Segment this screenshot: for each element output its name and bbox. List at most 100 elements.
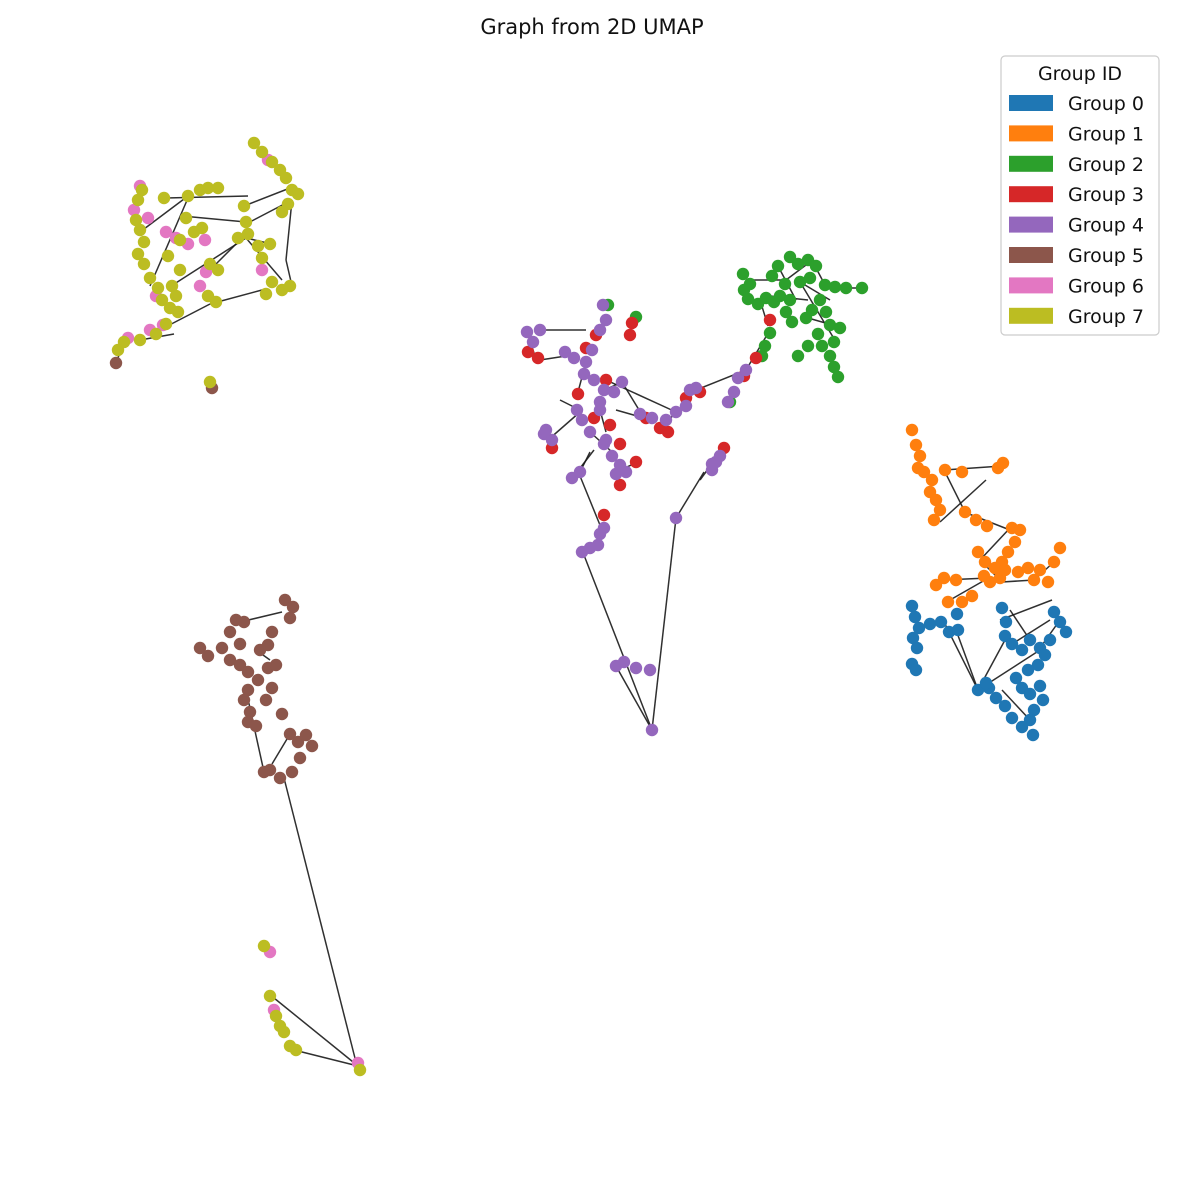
node-group-1: [927, 513, 941, 527]
node-group-7: [269, 1009, 283, 1023]
nodes-layer: [109, 136, 1073, 1077]
node-group-4: [669, 511, 683, 525]
node-group-2: [801, 339, 815, 353]
node-group-7: [289, 1043, 303, 1057]
node-group-7: [165, 279, 179, 293]
node-group-7: [277, 1025, 291, 1039]
node-group-4: [739, 363, 753, 377]
node-group-7: [255, 145, 269, 159]
node-group-0: [995, 601, 1009, 615]
node-group-4: [575, 545, 589, 559]
node-group-2: [855, 281, 869, 295]
node-group-4: [575, 413, 589, 427]
node-group-7: [279, 171, 293, 185]
node-group-2: [813, 293, 827, 307]
chart-title: Graph from 2D UMAP: [480, 15, 703, 39]
node-group-4: [617, 655, 631, 669]
node-group-0: [1005, 711, 1019, 725]
graph-edge: [243, 187, 291, 207]
legend-label-group-4: Group 4: [1068, 215, 1144, 237]
node-group-3: [599, 373, 613, 387]
graph-edge: [979, 527, 1011, 561]
node-group-5: [259, 693, 273, 707]
node-group-5: [223, 625, 237, 639]
node-group-0: [971, 683, 985, 697]
node-group-1: [949, 573, 963, 587]
node-group-5: [251, 673, 265, 687]
node-group-4: [533, 323, 547, 337]
node-group-4: [679, 399, 693, 413]
node-group-0: [999, 615, 1013, 629]
node-group-4: [619, 465, 633, 479]
graph-edge: [165, 195, 249, 199]
node-group-5: [275, 707, 289, 721]
node-group-7: [291, 187, 305, 201]
node-group-2: [783, 250, 797, 264]
node-group-1: [1033, 563, 1047, 577]
node-group-6: [198, 233, 212, 247]
node-group-2: [771, 259, 785, 273]
node-group-4: [579, 355, 593, 369]
node-group-6: [255, 263, 269, 277]
node-group-0: [1043, 633, 1057, 647]
node-group-4: [558, 345, 572, 359]
node-group-7: [259, 287, 273, 301]
node-group-4: [593, 403, 607, 417]
node-group-2: [828, 280, 842, 294]
node-group-5: [265, 625, 279, 639]
node-group-0: [1023, 633, 1037, 647]
node-group-0: [979, 676, 993, 690]
node-group-3: [571, 387, 585, 401]
node-group-5: [273, 771, 287, 785]
node-group-0: [989, 691, 1003, 705]
node-group-2: [778, 277, 792, 291]
node-group-7: [241, 227, 255, 241]
legend-swatch-group-1: [1009, 125, 1053, 142]
node-group-2: [831, 370, 845, 384]
node-group-2: [805, 303, 819, 317]
node-group-7: [161, 249, 175, 263]
graph-edge: [939, 479, 987, 523]
node-group-4: [727, 385, 741, 399]
legend-swatch-group-4: [1009, 216, 1053, 233]
node-group-3: [623, 328, 637, 342]
node-group-3: [613, 437, 627, 451]
node-group-7: [171, 305, 185, 319]
node-group-7: [149, 327, 163, 341]
node-group-5: [241, 665, 255, 679]
node-group-7: [159, 317, 173, 331]
node-group-0: [910, 641, 924, 655]
node-group-7: [195, 221, 209, 235]
node-group-2: [763, 326, 777, 340]
node-group-4: [596, 298, 610, 312]
node-group-5: [283, 727, 297, 741]
node-group-7: [251, 239, 265, 253]
graph-edge: [651, 517, 677, 731]
legend-label-group-1: Group 1: [1068, 123, 1144, 145]
node-group-0: [950, 607, 964, 621]
node-group-1: [929, 578, 943, 592]
node-group-0: [1053, 615, 1067, 629]
node-group-4: [570, 403, 584, 417]
node-group-4: [607, 385, 621, 399]
node-group-4: [539, 423, 553, 437]
graph-edge: [955, 629, 979, 691]
graph-edge: [675, 471, 705, 519]
node-group-1: [1027, 573, 1041, 587]
node-group-5: [249, 719, 263, 733]
node-group-7: [231, 231, 245, 245]
node-group-4: [633, 407, 647, 421]
node-group-0: [951, 623, 965, 637]
node-group-3: [763, 313, 777, 327]
node-group-1: [1013, 523, 1027, 537]
legend-entries: Group 0 Group 1 Group 2 Group 3 Group 4 Group…: [1009, 93, 1144, 328]
node-group-4: [659, 413, 673, 427]
node-group-0: [1015, 720, 1029, 734]
node-group-1: [955, 595, 969, 609]
node-group-5: [109, 356, 123, 370]
node-group-4: [689, 381, 703, 395]
node-group-4: [593, 323, 607, 337]
node-group-0: [1031, 658, 1045, 672]
node-group-5: [291, 735, 305, 749]
